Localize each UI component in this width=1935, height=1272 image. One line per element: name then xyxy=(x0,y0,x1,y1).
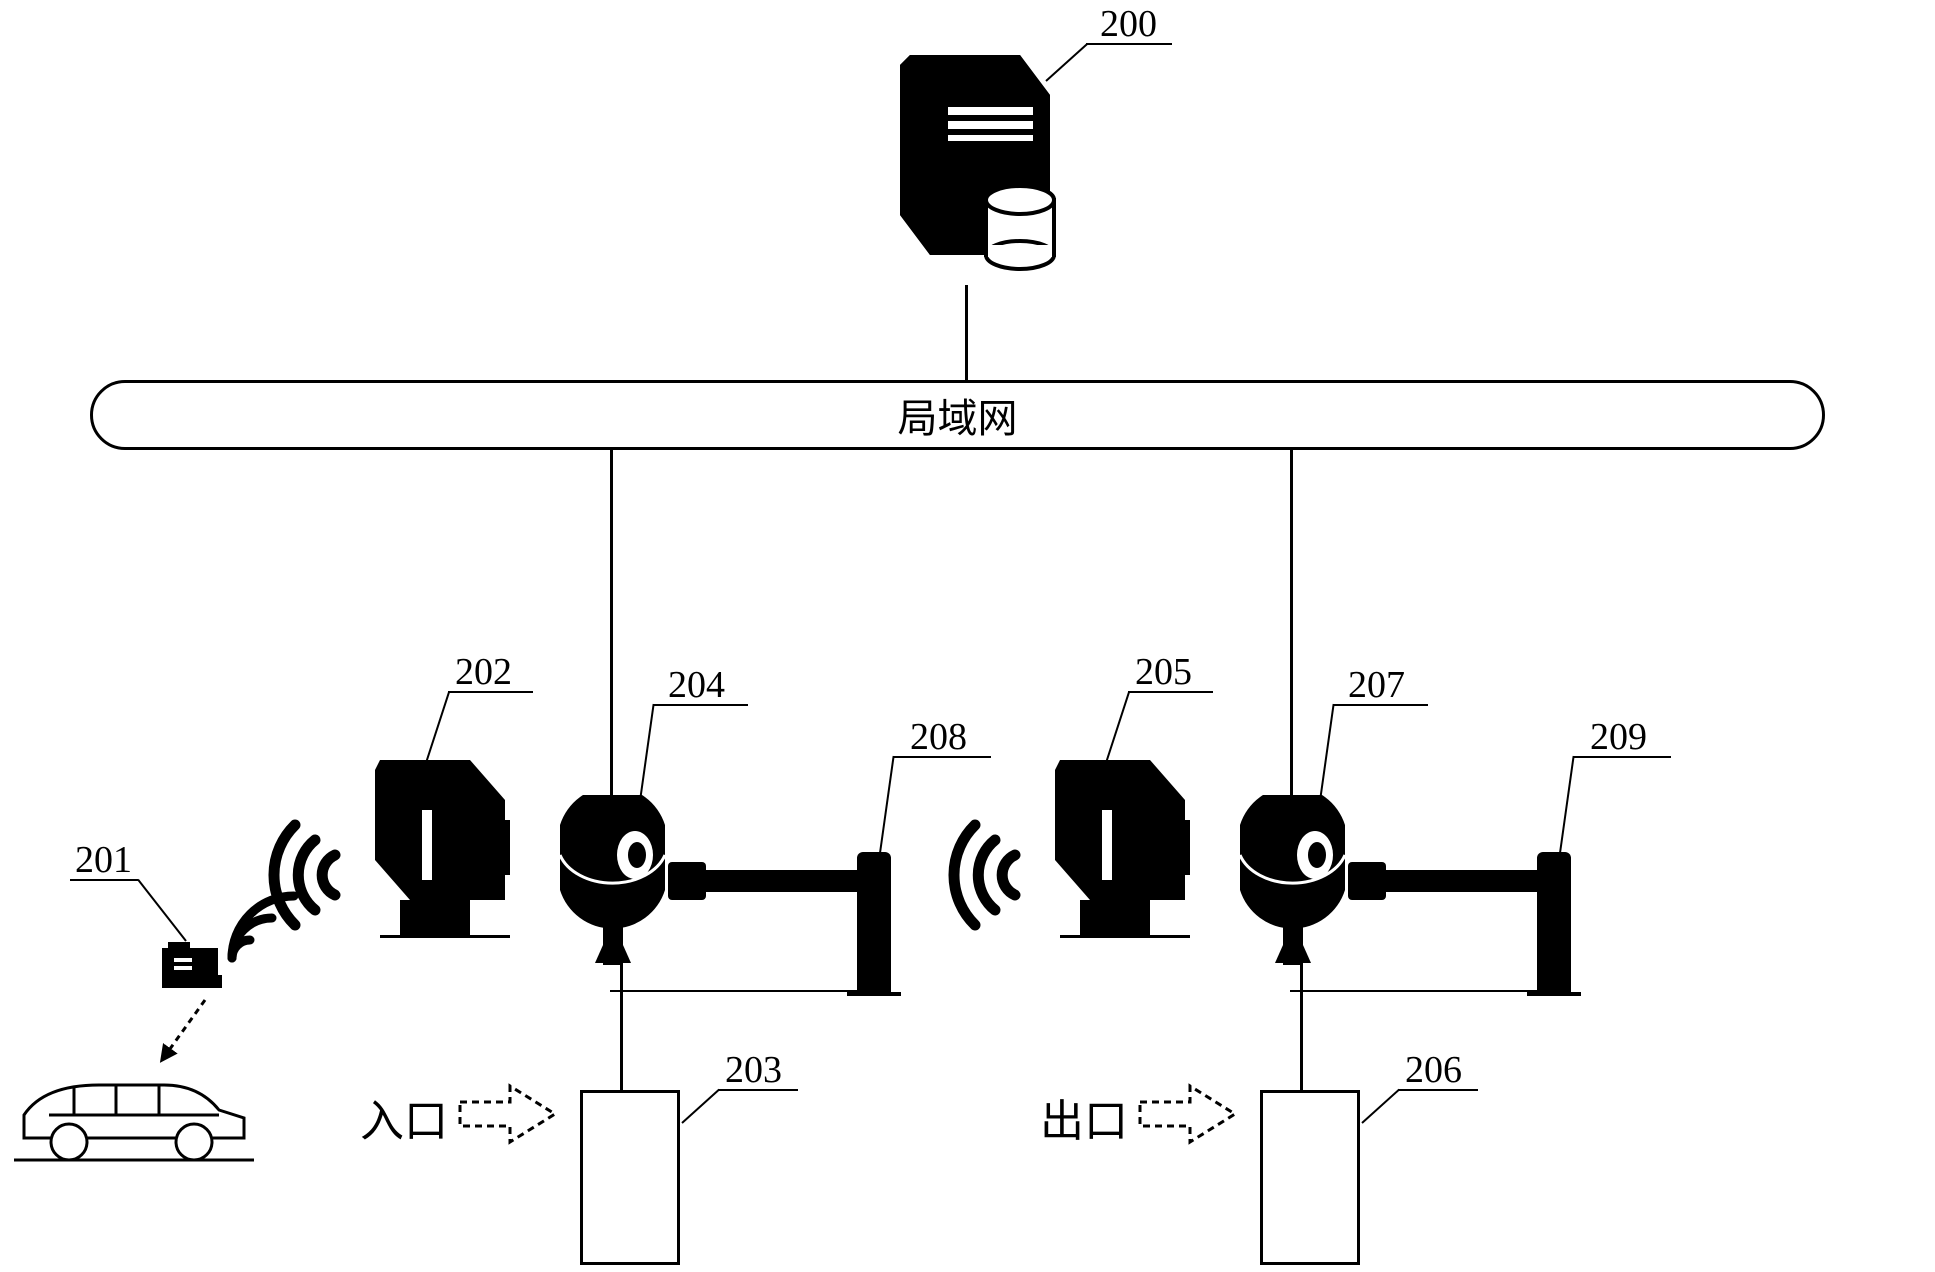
callout-209-diag xyxy=(1559,756,1575,853)
entry-controller-icon xyxy=(580,1090,680,1265)
diagram-stage: 局域网 xyxy=(0,0,1935,1272)
entry-camera-icon xyxy=(555,795,670,965)
callout-205-text: 205 xyxy=(1135,650,1192,694)
exit-label: 出口 xyxy=(1040,1085,1128,1149)
entry-gate-arm xyxy=(672,870,857,892)
callout-203-text: 203 xyxy=(725,1048,782,1092)
callout-206-diag xyxy=(1361,1089,1399,1124)
callout-209-text: 209 xyxy=(1590,715,1647,759)
lan-label: 局域网 xyxy=(898,386,1018,444)
callout-204-diag xyxy=(639,704,655,801)
callout-207-text: 207 xyxy=(1348,663,1405,707)
entry-label: 入口 xyxy=(360,1085,448,1149)
server-icon xyxy=(870,45,1060,285)
callout-206-text: 206 xyxy=(1405,1048,1462,1092)
tag-to-car-arrow xyxy=(150,995,230,1075)
exit-join-h xyxy=(1290,990,1550,992)
line-server-to-lan xyxy=(965,285,968,380)
entry-ctrl-v xyxy=(620,965,623,1090)
callout-201-diag xyxy=(137,879,187,942)
callout-208-diag xyxy=(879,756,895,853)
exit-gate-arm xyxy=(1352,870,1537,892)
callout-205-diag xyxy=(1104,692,1130,767)
exit-controller-icon xyxy=(1260,1090,1360,1265)
exit-ctrl-v xyxy=(1300,965,1303,1090)
callout-208-text: 208 xyxy=(910,715,967,759)
entry-reader-icon xyxy=(340,760,510,935)
car-icon xyxy=(14,1060,254,1170)
line-lan-to-exit xyxy=(1290,450,1293,820)
callout-202-text: 202 xyxy=(455,650,512,694)
entry-join-h xyxy=(610,990,870,992)
callout-207-diag xyxy=(1319,704,1335,801)
exit-gate-post xyxy=(1537,852,1571,992)
exit-reader-baseline xyxy=(1060,935,1190,938)
exit-camera-icon xyxy=(1235,795,1350,965)
entry-reader-baseline xyxy=(380,935,510,938)
line-lan-to-entry xyxy=(610,450,613,820)
entry-gate-post xyxy=(857,852,891,992)
entry-arrow-icon xyxy=(455,1078,565,1150)
callout-200-text: 200 xyxy=(1100,2,1157,46)
callout-201-text: 201 xyxy=(75,838,132,882)
lan-bus: 局域网 xyxy=(90,380,1825,450)
callout-203-diag xyxy=(681,1089,719,1124)
callout-204-text: 204 xyxy=(668,663,725,707)
exit-reader-icon xyxy=(1020,760,1190,935)
callout-202-diag xyxy=(424,692,450,767)
exit-arrow-icon xyxy=(1135,1078,1245,1150)
